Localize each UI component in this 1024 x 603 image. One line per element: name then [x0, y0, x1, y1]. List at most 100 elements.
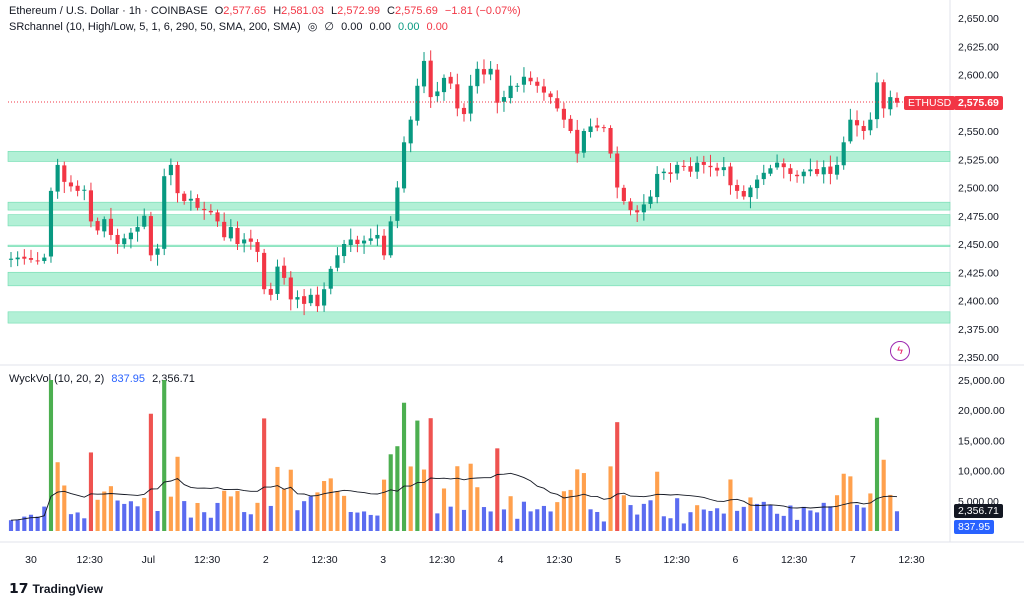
time-tick-label: 12:30 [194, 554, 220, 566]
candle-body [675, 164, 680, 174]
candle-body [608, 128, 613, 154]
candle-body [894, 97, 900, 103]
candle-body [62, 165, 67, 182]
candle-body [801, 171, 806, 177]
candle-body [768, 168, 773, 174]
price-tick-label: 2,525.00 [958, 154, 999, 166]
volume-bar [748, 497, 753, 531]
candle-body [861, 126, 866, 131]
volume-ma-line [10, 472, 898, 521]
volume-bar [421, 469, 427, 531]
volume-bar [668, 518, 673, 531]
volume-bar [75, 512, 80, 531]
candle-body [235, 227, 240, 244]
candle-body [168, 164, 173, 176]
candle-body [8, 258, 14, 260]
volume-bar [435, 513, 440, 531]
candle-body [175, 164, 180, 194]
lightning-icon[interactable]: ϟ [890, 341, 910, 361]
time-tick-label: 2 [263, 554, 269, 566]
eye-icon[interactable]: ◎ [307, 21, 318, 33]
candle-body [368, 238, 373, 241]
candle-body [401, 142, 407, 189]
volume-bar [182, 501, 187, 531]
time-tick-label: 12:30 [311, 554, 337, 566]
volume-bar [588, 509, 593, 531]
volume-bar [448, 506, 453, 531]
candle-body [115, 234, 120, 244]
candle-body [748, 187, 753, 198]
candle-body [448, 76, 453, 84]
time-tick-label: 12:30 [546, 554, 572, 566]
close-value: 2,575.69 [395, 5, 438, 17]
indicator-srchannel-title[interactable]: SRchannel (10, High/Low, 5, 1, 6, 290, 5… [9, 21, 301, 33]
price-tick-label: 2,550.00 [958, 126, 999, 138]
candle-body [55, 164, 60, 192]
candle-body [775, 162, 780, 168]
volume-bar [508, 496, 513, 531]
candle-body [182, 193, 187, 202]
candle-body [102, 219, 107, 232]
candle-body [162, 176, 167, 249]
volume-bar [242, 512, 247, 531]
candle-body [388, 221, 393, 256]
candle-body [308, 294, 313, 304]
candle-body [521, 76, 527, 85]
time-tick-label: 6 [732, 554, 738, 566]
candle-body [228, 227, 233, 239]
candle-body [661, 171, 666, 174]
candle-body [495, 69, 500, 103]
low-label: L [331, 5, 338, 17]
candle-body [741, 191, 746, 197]
candle-body [375, 234, 380, 239]
srchannel-value-3: 0.00 [398, 21, 420, 33]
candle-body [342, 244, 347, 257]
candle-body [568, 118, 573, 131]
volume-bar [441, 488, 447, 531]
indicator-wyckvol-title[interactable]: WyckVol (10, 20, 2) [9, 373, 105, 385]
candle-body [888, 97, 893, 110]
volume-bar [488, 511, 493, 531]
volume-bar [368, 514, 373, 531]
volume-bar [155, 510, 160, 531]
volume-bar [95, 499, 100, 531]
volume-bar [188, 517, 193, 531]
volume-bar [302, 501, 307, 531]
time-tick-label: 12:30 [429, 554, 455, 566]
hidden-icon[interactable]: ∅ [324, 21, 334, 33]
candle-body [268, 288, 273, 295]
volume-bar [388, 454, 393, 531]
candle-body [854, 120, 860, 126]
support-resistance-zone [7, 271, 951, 287]
candle-body [621, 187, 626, 202]
candle-body [28, 258, 34, 260]
volume-bar [168, 496, 173, 531]
volume-bar [708, 510, 713, 531]
candle-body [255, 242, 260, 252]
candle-body [222, 221, 227, 238]
volume-bar [122, 503, 127, 531]
volume-bar [828, 506, 833, 531]
candle-body [641, 204, 646, 213]
volume-bar [848, 476, 853, 531]
candle-body [795, 174, 800, 177]
symbol-title[interactable]: Ethereum / U.S. Dollar · 1h · COINBASE [9, 5, 208, 17]
volume-bar [528, 511, 533, 531]
volume-bar [548, 511, 553, 531]
candle-body [421, 60, 427, 87]
volume-bar [781, 515, 786, 531]
open-value: 2,577.65 [223, 5, 267, 17]
srchannel-value-2: 0.00 [369, 21, 391, 33]
candle-body [828, 166, 833, 174]
volume-bar [55, 462, 60, 531]
candle-body [142, 215, 147, 227]
wyckvol-value-1: 837.95 [111, 373, 145, 385]
price-tick-label: 2,425.00 [958, 267, 999, 279]
volume-bar [282, 489, 287, 531]
volume-bar [215, 502, 220, 531]
volume-bar [881, 459, 886, 531]
candle-body [788, 168, 793, 174]
tradingview-logo[interactable]: 𝟭𝟳 TradingView [9, 580, 103, 597]
candle-body [721, 167, 726, 171]
